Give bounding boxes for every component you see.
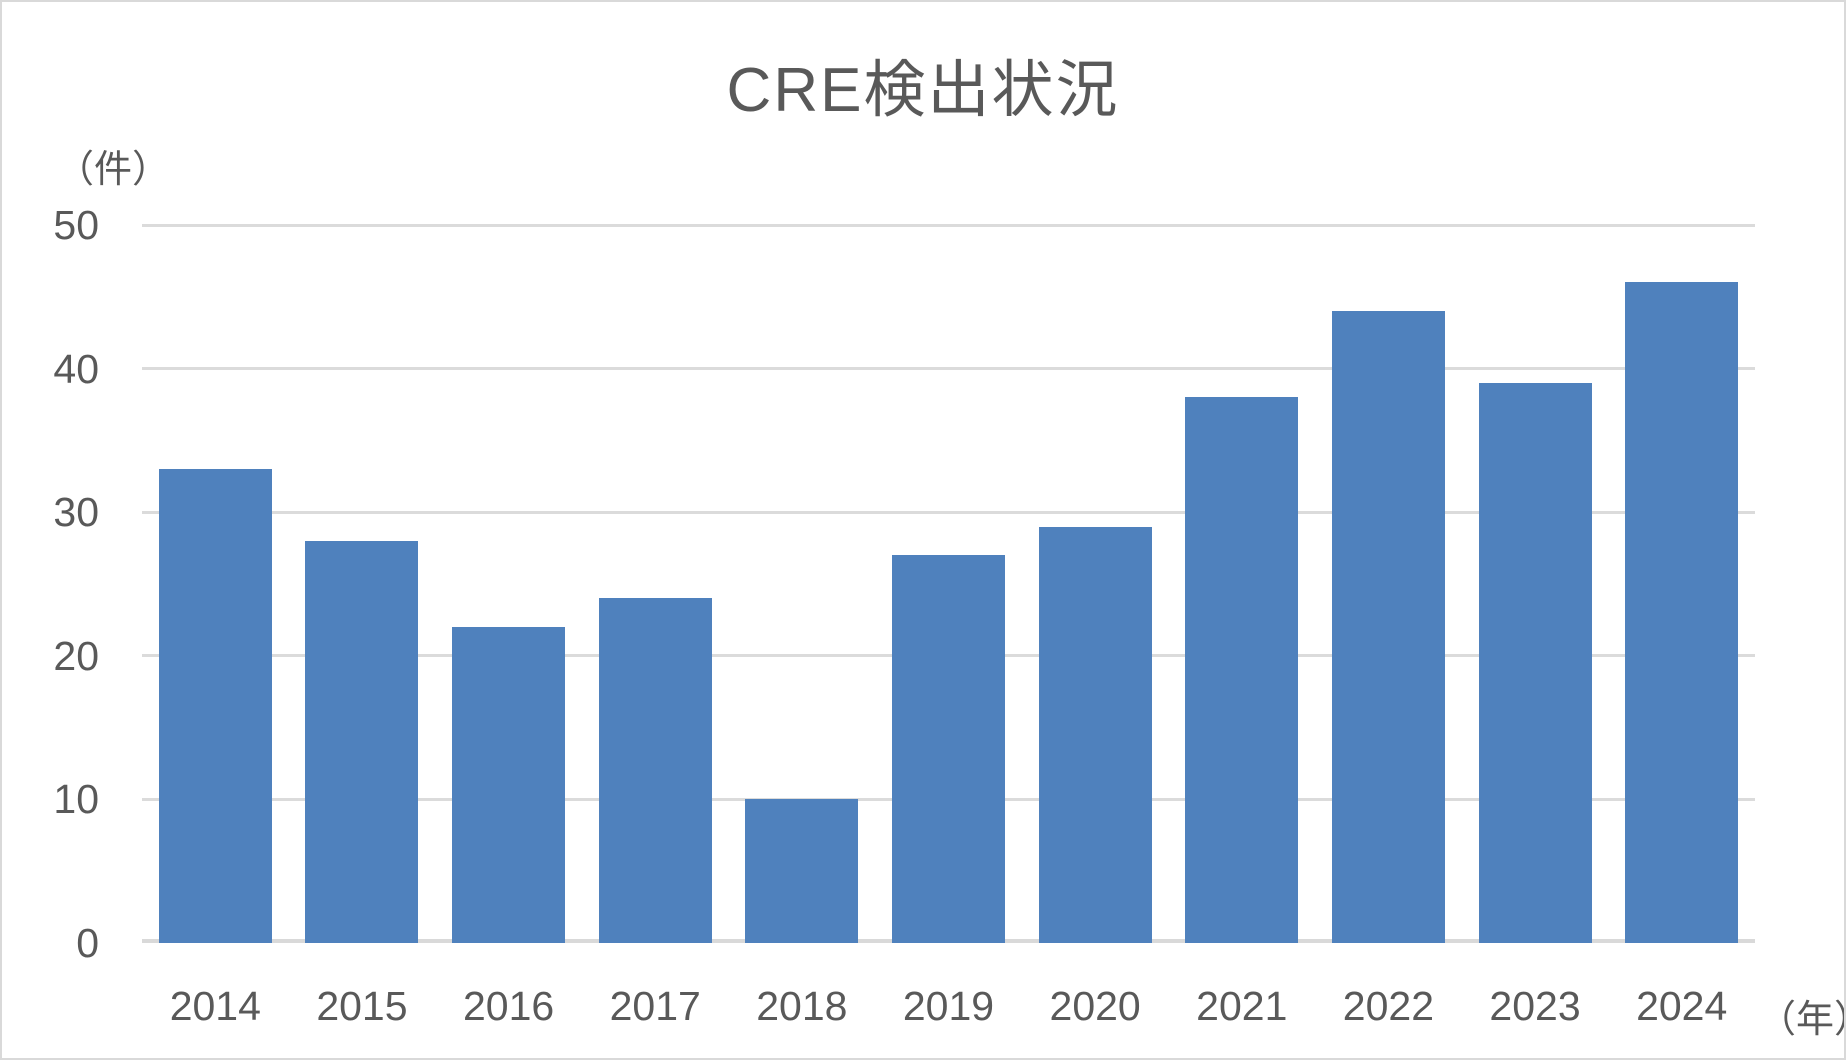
bar-2024 bbox=[1625, 282, 1739, 943]
bar-2023 bbox=[1478, 382, 1592, 943]
x-tick-label-2015: 2015 bbox=[316, 983, 408, 1029]
bar-2017 bbox=[598, 598, 712, 943]
x-tick-label-2017: 2017 bbox=[609, 983, 701, 1029]
bar-2020 bbox=[1038, 526, 1152, 943]
x-axis-unit-label: （年） bbox=[1758, 999, 1844, 1041]
y-axis-unit-label: （件） bbox=[56, 149, 171, 191]
x-tick-label-2020: 2020 bbox=[1049, 983, 1141, 1029]
bar-2015 bbox=[305, 540, 419, 943]
x-tick-label-2022: 2022 bbox=[1342, 983, 1434, 1029]
plot-area bbox=[142, 223, 1755, 943]
x-tick-label-2024: 2024 bbox=[1636, 983, 1728, 1029]
y-tick-label-40: 40 bbox=[53, 345, 99, 392]
bar-2016 bbox=[452, 627, 566, 943]
gridline-30 bbox=[142, 510, 1755, 514]
bar-2019 bbox=[892, 555, 1005, 943]
y-tick-label-50: 50 bbox=[53, 202, 99, 248]
x-tick-label-2019: 2019 bbox=[902, 983, 995, 1029]
bar-2018 bbox=[745, 799, 859, 943]
y-tick-label-30: 30 bbox=[53, 489, 99, 536]
bar-2022 bbox=[1331, 311, 1445, 943]
bar-2021 bbox=[1185, 397, 1299, 943]
x-tick-label-2023: 2023 bbox=[1489, 983, 1581, 1029]
chart-title: CRE検出状況 bbox=[726, 56, 1120, 125]
x-tick-label-2016: 2016 bbox=[462, 983, 555, 1029]
x-tick-label-2014: 2014 bbox=[169, 983, 261, 1029]
y-tick-label-0: 0 bbox=[76, 920, 99, 966]
y-tick-label-20: 20 bbox=[53, 632, 99, 679]
x-tick-label-2021: 2021 bbox=[1196, 983, 1288, 1029]
gridline-50 bbox=[142, 223, 1755, 227]
y-tick-label-10: 10 bbox=[53, 776, 99, 823]
gridline-40 bbox=[142, 367, 1755, 371]
x-tick-label-2018: 2018 bbox=[756, 983, 848, 1029]
bar-2014 bbox=[158, 469, 272, 943]
